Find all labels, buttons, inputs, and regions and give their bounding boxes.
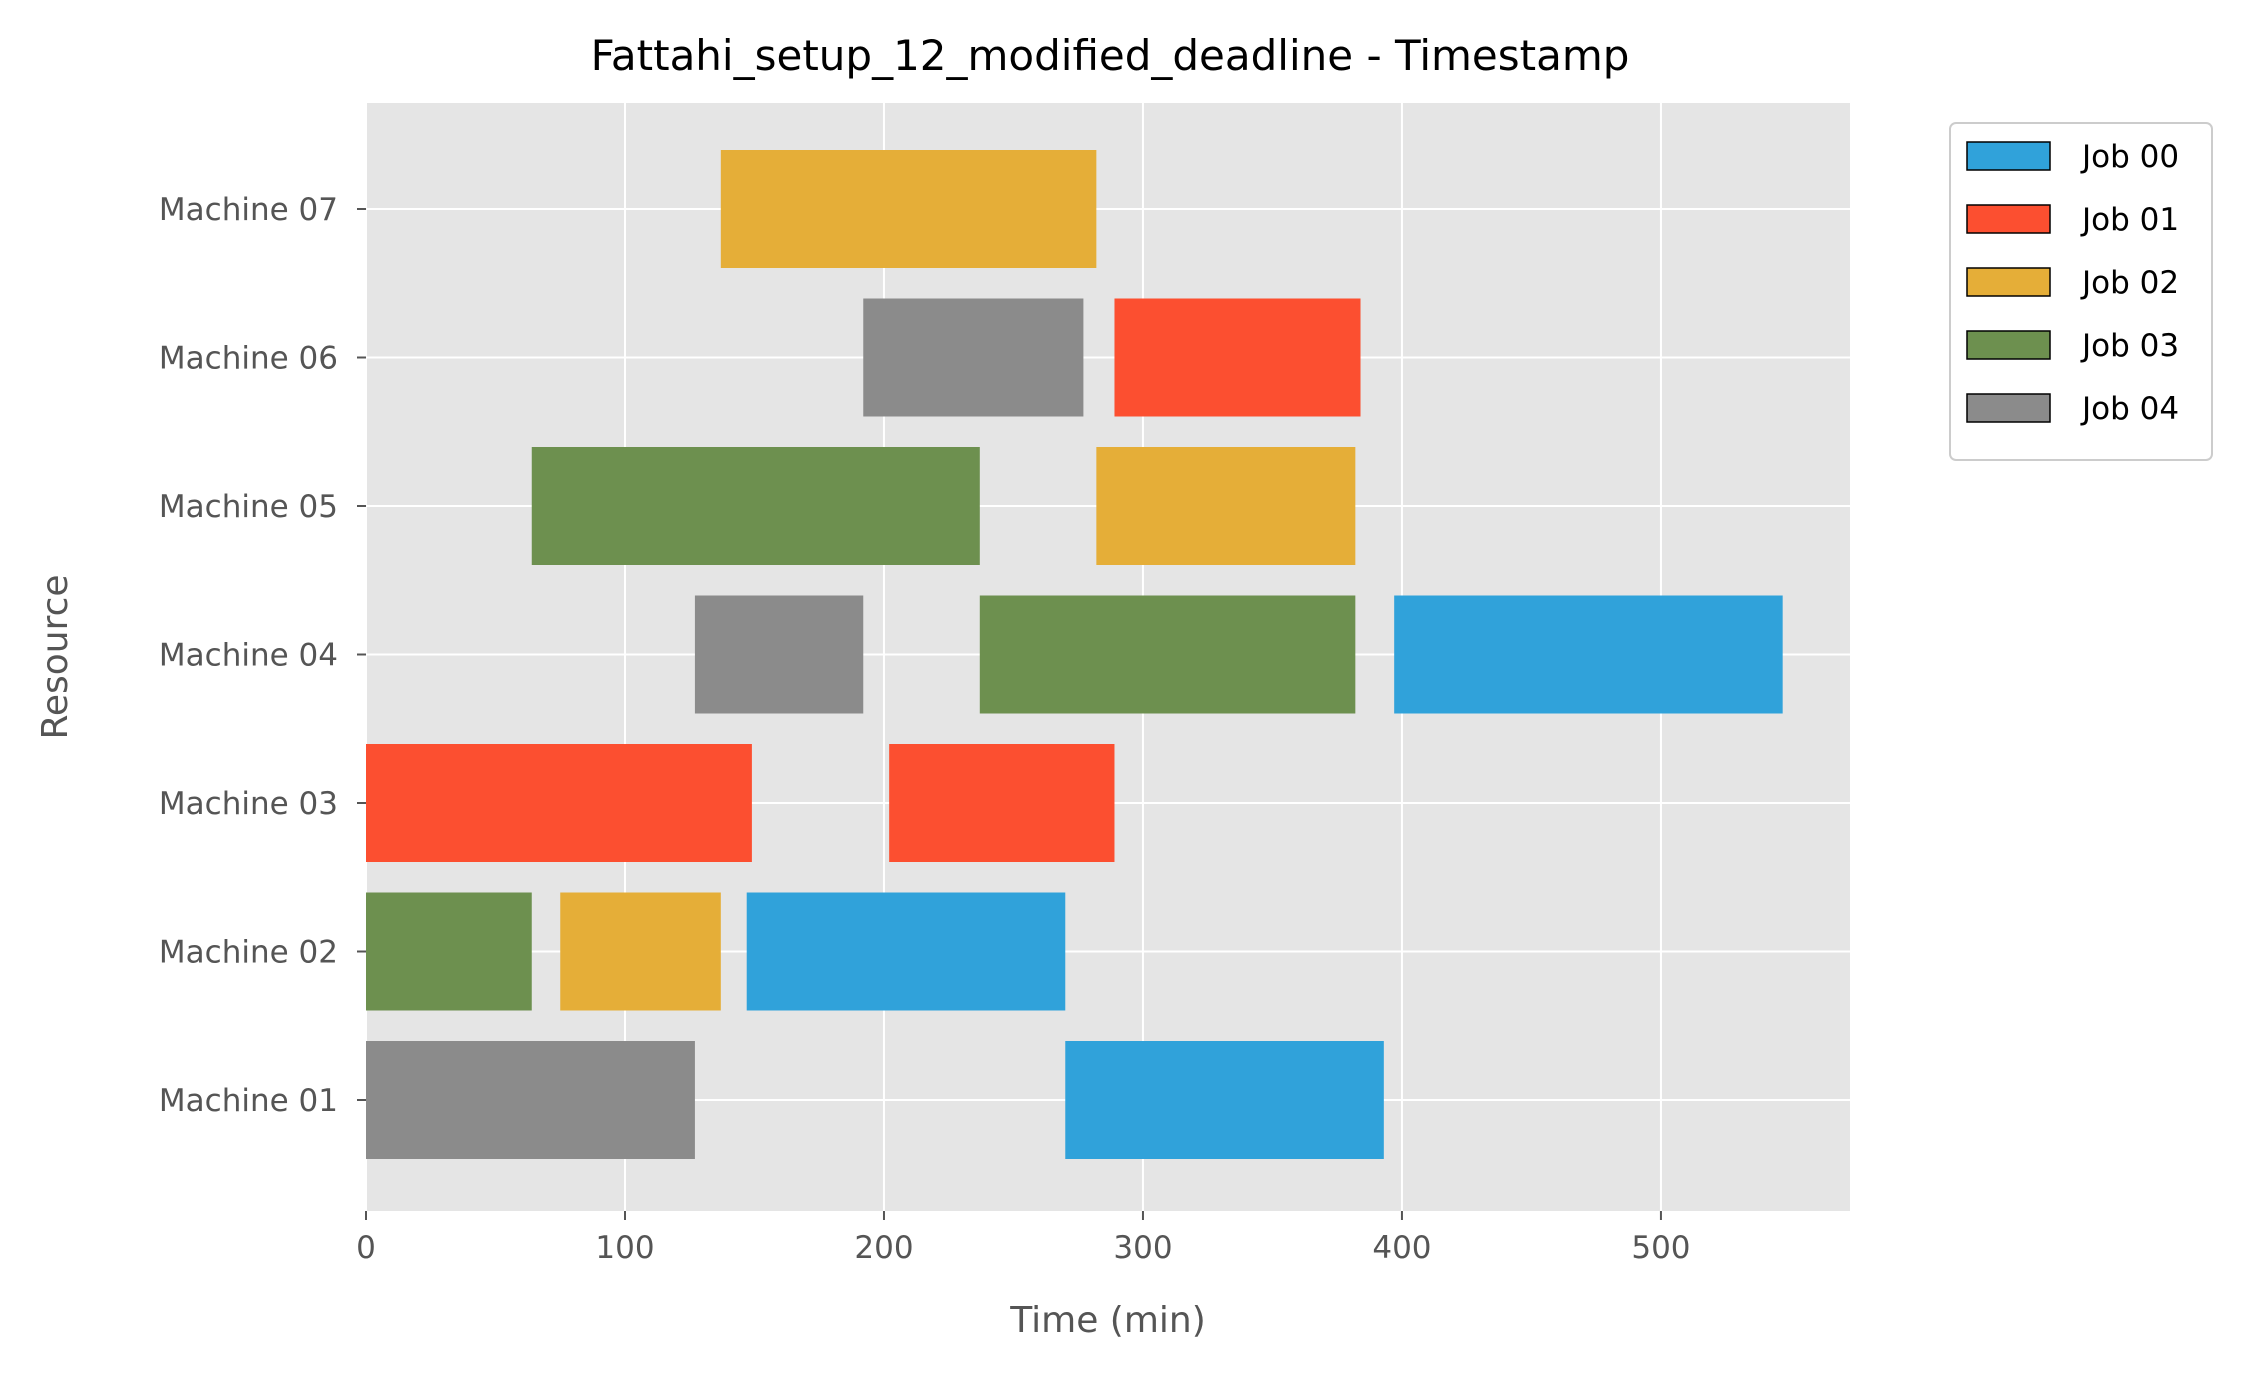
legend-swatch [1966,204,2051,234]
task-bar [366,744,752,862]
y-tick-label: Machine 03 [159,786,338,822]
task-bar [1065,1041,1384,1159]
task-bar [1394,595,1783,714]
task-bar [746,892,1066,1011]
task-bar [979,595,1356,714]
task-bar [1096,447,1356,565]
y-tick-label: Machine 07 [159,192,338,228]
chart-title: Fattahi_setup_12_modified_deadline - Tim… [591,31,1630,80]
x-axis-label: Time (min) [1009,1300,1206,1341]
y-tick-label: Machine 02 [159,935,338,971]
legend-label: Job 03 [2080,328,2179,364]
x-tick-label: 300 [1113,1230,1172,1266]
x-tick-label: 400 [1372,1230,1431,1266]
legend-label: Job 01 [2080,202,2179,238]
y-axis: Machine 01 Machine 02 Machine 03 Machine 04… [159,192,366,1119]
legend: Job 00 Job 01 Job 02 Job 03 Job 04 [1949,122,2213,461]
legend-swatch [1966,141,2051,171]
x-axis: 0 100 200 300 400 500 [356,1211,1691,1266]
task-bar [366,1041,695,1159]
x-tick-label: 0 [356,1230,376,1266]
x-tick-label: 100 [595,1230,654,1266]
y-tick-label: Machine 05 [159,489,338,525]
task-bar [531,447,980,565]
legend-swatch [1966,393,2051,423]
legend-label: Job 04 [2080,391,2179,427]
y-tick-label: Machine 06 [159,341,338,377]
task-bar [366,892,532,1011]
y-tick-label: Machine 01 [159,1083,338,1119]
task-bars [366,150,1783,1159]
x-tick-label: 200 [854,1230,913,1266]
legend-label: Job 02 [2080,265,2179,301]
task-bar [889,744,1115,862]
legend-label: Job 00 [2080,139,2179,175]
task-bar [1114,298,1361,417]
task-bar [720,150,1097,268]
task-bar [863,298,1084,417]
task-bar [694,595,864,714]
y-tick-label: Machine 04 [159,638,338,674]
y-axis-label: Resource [35,574,76,739]
legend-swatch [1966,267,2051,297]
legend-swatch [1966,330,2051,360]
x-tick-label: 500 [1631,1230,1690,1266]
task-bar [560,892,721,1011]
